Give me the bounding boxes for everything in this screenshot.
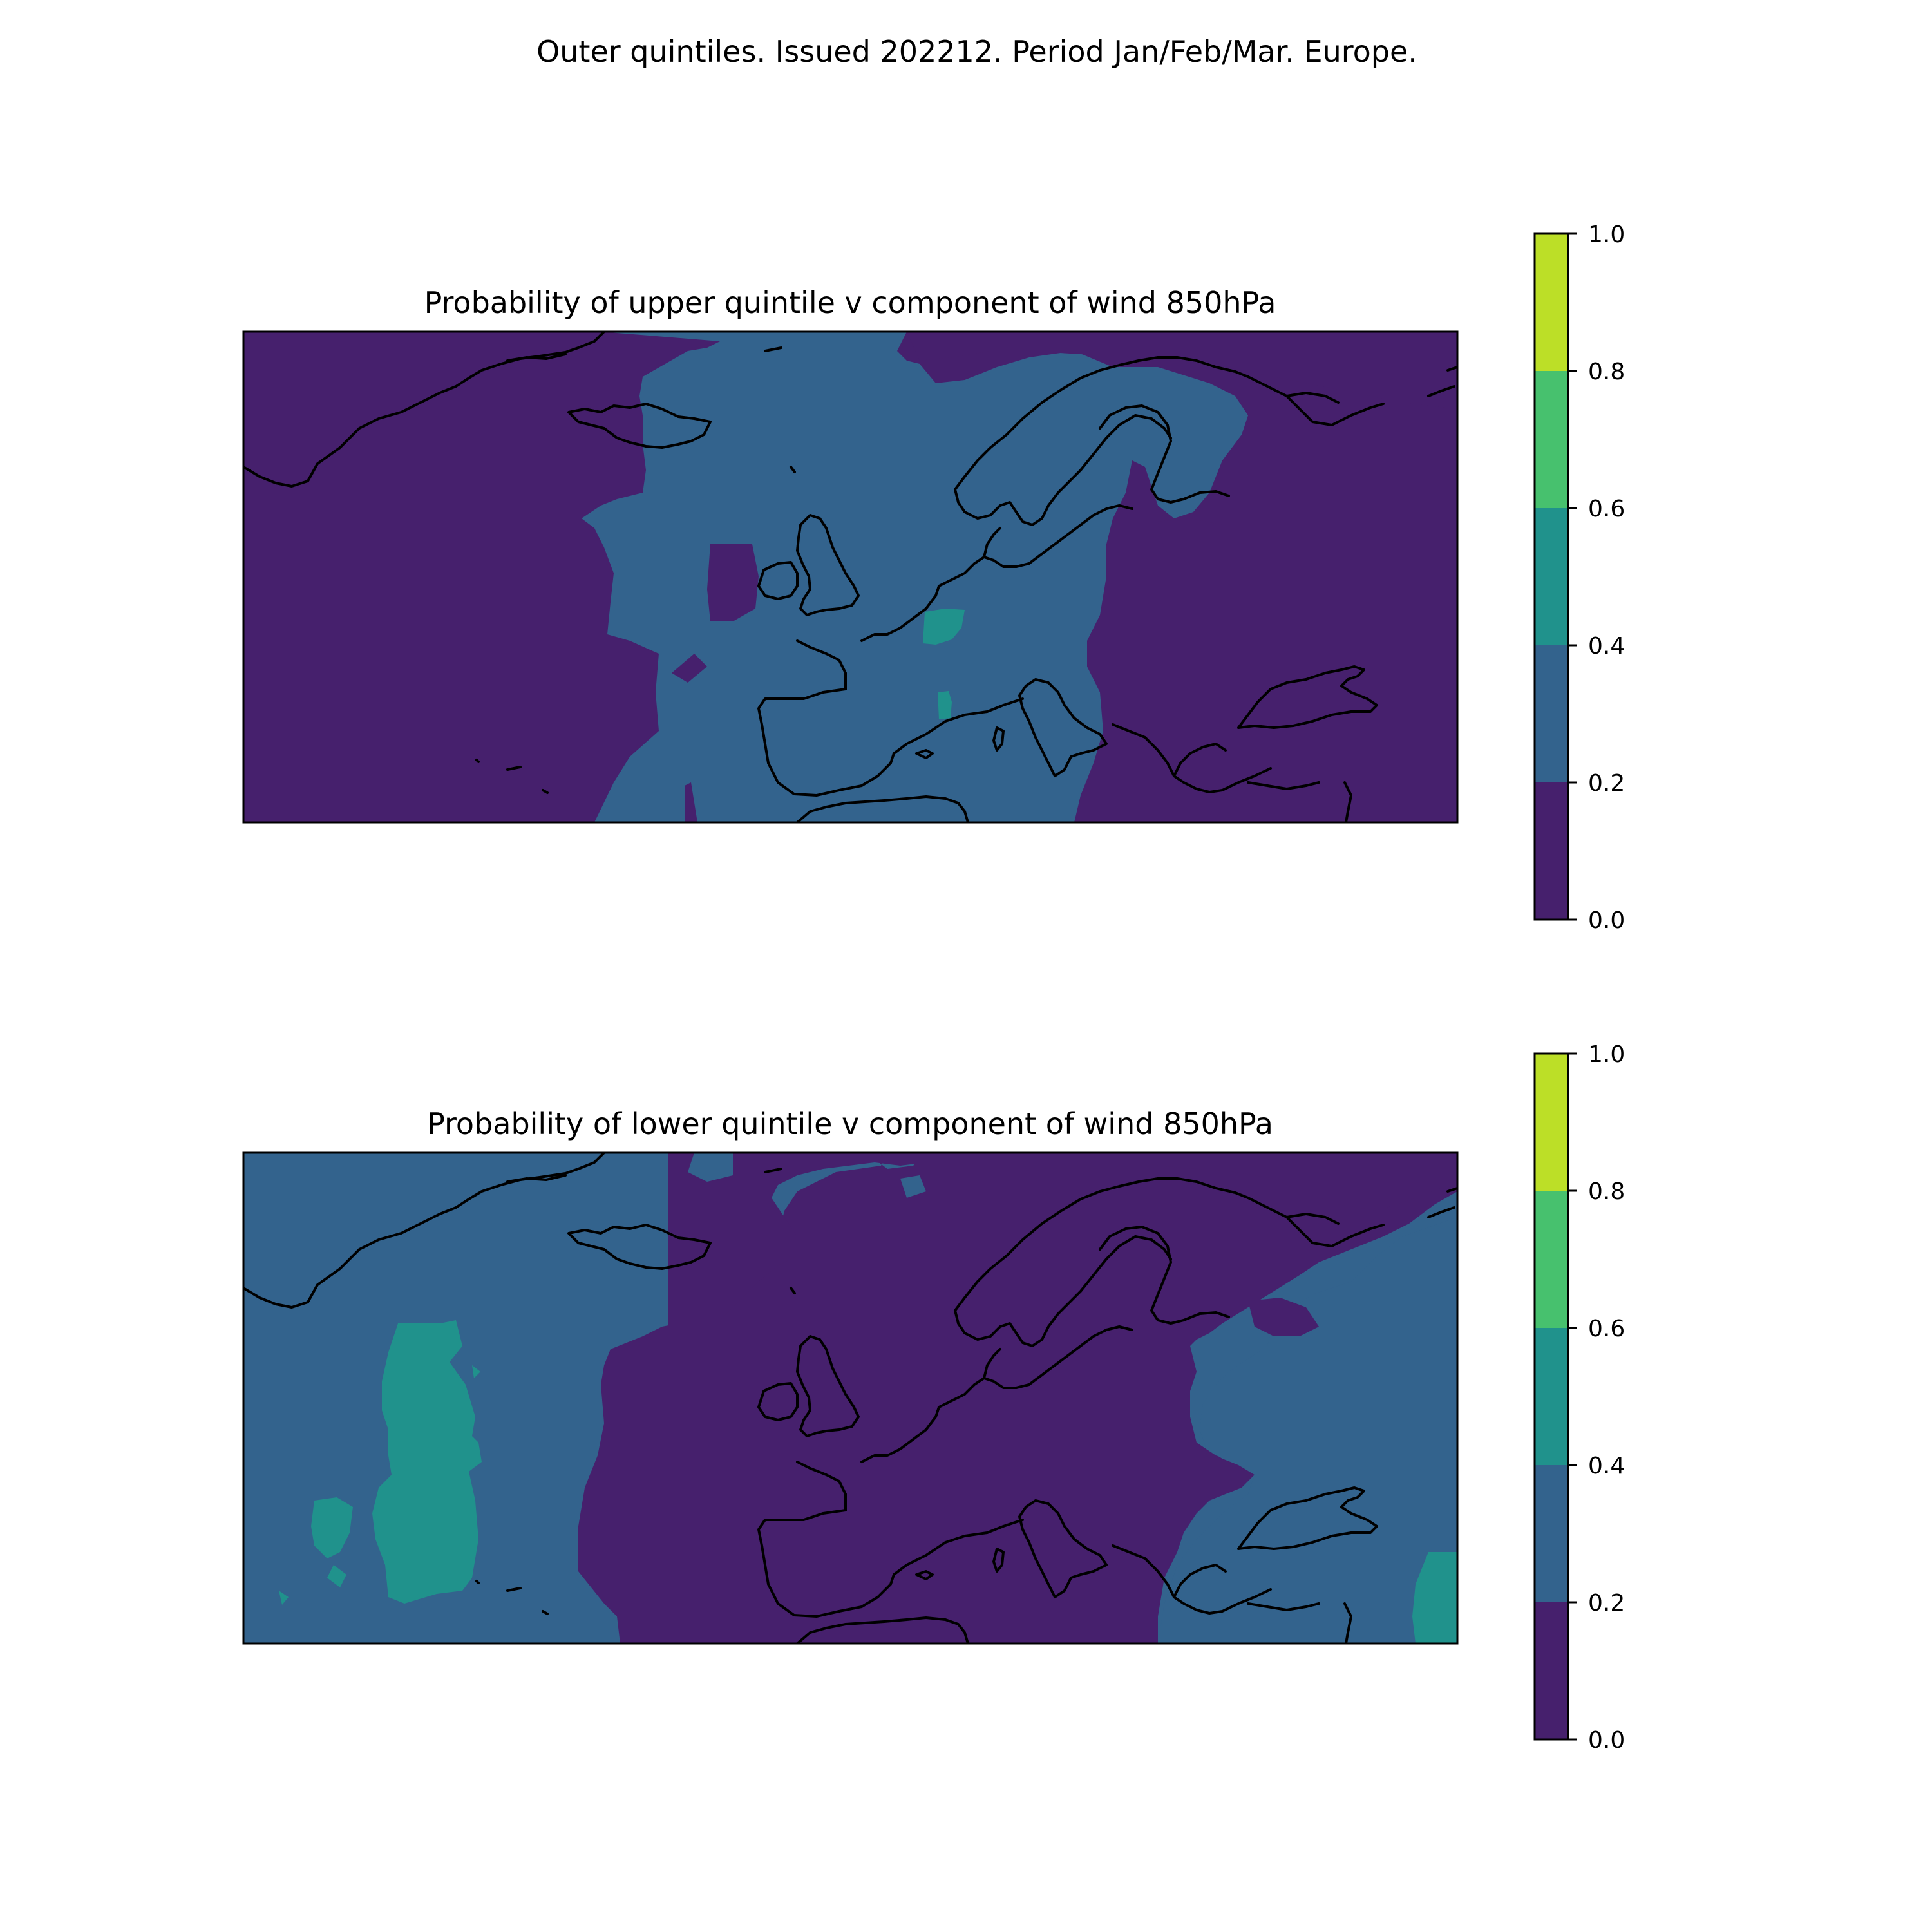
upper-colorbar-tick-label: 0.6 [1588,496,1625,522]
upper-colorbar-bin-3 [1535,371,1568,508]
upper-colorbar-tick-label: 0.4 [1588,633,1625,659]
lower-colorbar-tick-label: 1.0 [1588,1041,1625,1068]
upper-colorbar-tick-label: 0.0 [1588,907,1625,934]
upper-field-northeast [907,332,1457,409]
lower-colorbar-tick-label: 0.4 [1588,1453,1625,1479]
lower-map [243,1153,1457,1643]
lower-field-north [668,1153,1457,1327]
lower-field-notch-2 [688,1153,733,1182]
upper-region-gulf-lion-spot [938,691,952,719]
upper-colorbar-bin-1 [1535,645,1568,782]
upper-field-inlet [707,544,759,621]
lower-colorbar-bin-2 [1535,1328,1568,1465]
lower-field-notch [900,1175,926,1198]
panel-upper-quintile: Probability of upper quintile v componen… [242,222,1625,934]
lower-region-small-patch-2 [327,1565,346,1587]
lower-colorbar-frame [1533,1052,1569,1741]
lower-colorbar-tick-label: 0.2 [1588,1590,1625,1616]
upper-field-east [1158,518,1235,564]
upper-map [243,332,1457,822]
panel-upper-title: Probability of upper quintile v componen… [424,285,1276,320]
upper-colorbar: 0.0 0.2 0.4 0.6 0.8 1.0 [1533,222,1625,934]
upper-colorbar-tick-label: 1.0 [1588,222,1625,248]
lower-colorbar-ticks [1568,1052,1577,1741]
upper-colorbar-bin-0 [1535,782,1568,920]
upper-field-inlet-2 [672,654,707,683]
lower-region-small-patch-4 [472,1365,480,1378]
lower-colorbar-bin-1 [1535,1465,1568,1602]
lower-field-east [1158,1217,1457,1643]
panel-lower-quintile: Probability of lower quintile v componen… [242,1041,1625,1754]
lower-map-frame [242,1151,1459,1645]
upper-colorbar-bin-2 [1535,508,1568,645]
lower-colorbar-bin-3 [1535,1191,1568,1328]
lower-colorbar-bin-0 [1535,1602,1568,1739]
upper-region-central-europe [582,332,1248,822]
upper-colorbar-tick-label: 0.8 [1588,359,1625,385]
upper-colorbar-ticks [1568,232,1577,921]
lower-colorbar-tick-label: 0.6 [1588,1316,1625,1342]
upper-region-biscay-spot [923,609,965,645]
lower-colorbar-tick-label: 0.8 [1588,1179,1625,1205]
lower-region-small-patch [311,1497,353,1558]
lower-region-caspian-east-patch [1412,1552,1457,1643]
figure-suptitle: Outer quintiles. Issued 202212. Period J… [536,34,1417,69]
upper-colorbar-frame [1533,232,1569,921]
panel-lower-title: Probability of lower quintile v componen… [427,1106,1273,1141]
lower-colorbar-bin-4 [1535,1054,1568,1191]
lower-region-mid-atlantic-patch [372,1320,482,1604]
lower-region-small-patch-3 [279,1591,289,1605]
upper-map-frame [242,330,1459,824]
lower-colorbar: 0.0 0.2 0.4 0.6 0.8 1.0 [1533,1041,1625,1754]
lower-colorbar-tick-label: 0.0 [1588,1727,1625,1754]
upper-colorbar-tick-label: 0.2 [1588,770,1625,797]
lower-field-east-notch [1248,1298,1319,1336]
upper-colorbar-bin-4 [1535,234,1568,371]
